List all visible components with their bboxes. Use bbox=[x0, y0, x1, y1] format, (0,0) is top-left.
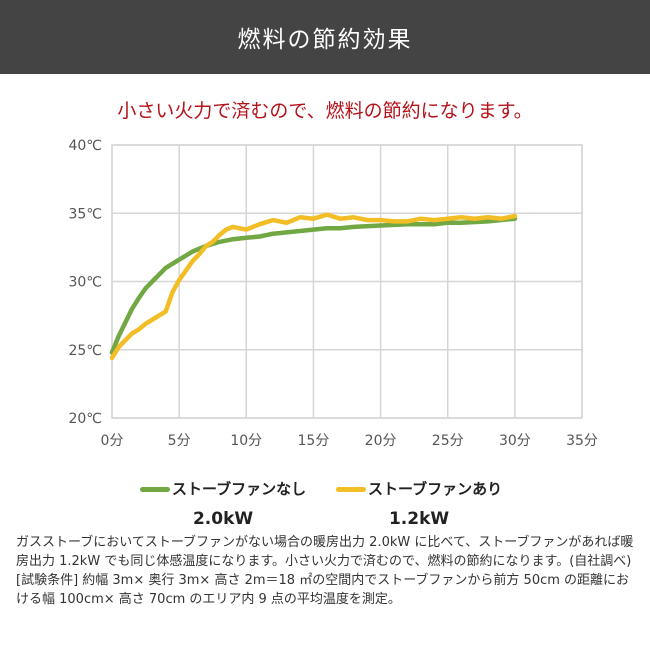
description: ガスストーブにおいてストーブファンがない場合の暖房出力 2.0kW に比べて、ス… bbox=[16, 533, 638, 609]
x-tick-label: 20分 bbox=[365, 433, 397, 449]
legend-swatch-green bbox=[140, 487, 170, 492]
series-line-with-fan bbox=[109, 212, 518, 361]
legend-item-with-fan: ストーブファンあり 1.2kW bbox=[336, 478, 502, 529]
x-tick-label: 0分 bbox=[101, 433, 124, 449]
x-tick-label: 35分 bbox=[566, 433, 598, 449]
x-tick-label: 10分 bbox=[230, 433, 262, 449]
y-tick-label: 35℃ bbox=[68, 206, 102, 222]
test-conditions: [試験条件] 約幅 3m× 奥行 3m× 高さ 2m＝18 ㎡の空間内でストーブ… bbox=[16, 573, 630, 607]
legend-power: 2.0kW bbox=[192, 509, 254, 529]
y-tick-label: 25℃ bbox=[68, 343, 102, 359]
legend-item-no-fan: ストーブファンなし 2.0kW bbox=[140, 478, 306, 529]
legend-power: 1.2kW bbox=[388, 509, 450, 529]
x-tick-label: 30分 bbox=[499, 433, 531, 449]
temperature-chart: 0分 5分 10分 15分 20分 25分 30分 35分 20℃ 25℃ 30℃ 35℃ 40℃ bbox=[68, 138, 598, 449]
y-tick-label: 30℃ bbox=[68, 275, 102, 291]
series-line-no-fan bbox=[109, 216, 518, 355]
y-tick-label: 20℃ bbox=[68, 411, 102, 427]
x-tick-label: 5分 bbox=[168, 433, 191, 449]
plot-area bbox=[111, 144, 583, 419]
x-tick-label: 25分 bbox=[432, 433, 464, 449]
legend-swatch-yellow bbox=[336, 487, 366, 492]
x-tick-label: 15分 bbox=[298, 433, 330, 449]
y-tick-label: 40℃ bbox=[68, 138, 102, 154]
description-text: ガスストーブにおいてストーブファンがない場合の暖房出力 2.0kW に比べて、ス… bbox=[16, 535, 634, 569]
page-title: 燃料の節約効果 bbox=[0, 0, 650, 74]
legend-label: ストーブファンあり bbox=[368, 480, 503, 498]
legend-label: ストーブファンなし bbox=[172, 480, 307, 498]
subtitle: 小さい火力で済むので、燃料の節約になります。 bbox=[117, 100, 533, 122]
